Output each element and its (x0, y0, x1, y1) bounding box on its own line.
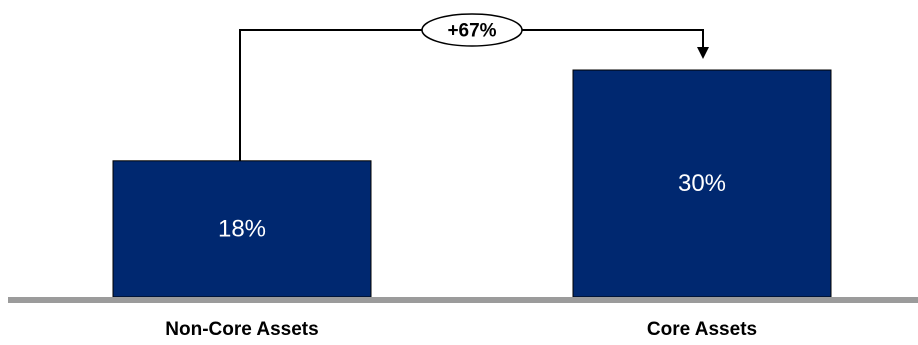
category-label-non-core-assets: Non-Core Assets (165, 319, 318, 340)
growth-annotation: +67% (447, 21, 496, 42)
category-label-core-assets: Core Assets (647, 319, 757, 340)
growth-oval (421, 13, 523, 47)
growth-arrow-head (697, 47, 709, 59)
bar-value-label: 18% (218, 215, 266, 242)
bar-value-label: 30% (678, 170, 726, 197)
x-axis-baseline (8, 297, 918, 303)
bar-non-core-assets (112, 160, 372, 298)
